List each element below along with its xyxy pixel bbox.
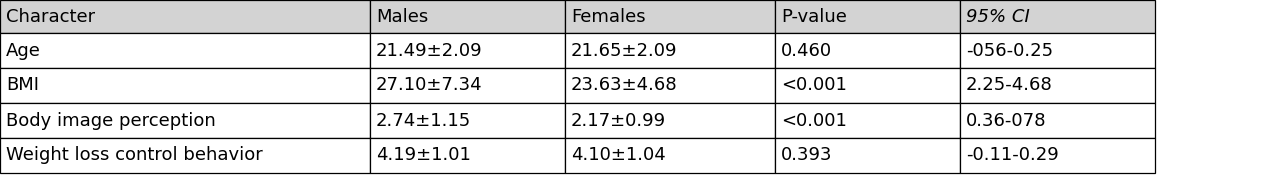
Text: -056-0.25: -056-0.25 bbox=[966, 42, 1053, 59]
Bar bbox=[0, 138, 370, 173]
Bar bbox=[960, 68, 1154, 103]
Text: 2.17±0.99: 2.17±0.99 bbox=[571, 111, 666, 130]
Text: BMI: BMI bbox=[6, 77, 39, 95]
Bar bbox=[370, 33, 565, 68]
Bar bbox=[565, 68, 775, 103]
Text: <0.001: <0.001 bbox=[781, 111, 847, 130]
Bar bbox=[775, 33, 960, 68]
Text: 2.25-4.68: 2.25-4.68 bbox=[966, 77, 1053, 95]
Text: 23.63±4.68: 23.63±4.68 bbox=[571, 77, 678, 95]
Text: 0.460: 0.460 bbox=[781, 42, 832, 59]
Text: <0.001: <0.001 bbox=[781, 77, 847, 95]
Text: Character: Character bbox=[6, 8, 95, 26]
Text: 95% CI: 95% CI bbox=[966, 8, 1029, 26]
Text: 0.36-078: 0.36-078 bbox=[966, 111, 1047, 130]
Bar bbox=[565, 138, 775, 173]
Bar bbox=[0, 103, 370, 138]
Text: 4.19±1.01: 4.19±1.01 bbox=[376, 146, 471, 164]
Text: P-value: P-value bbox=[781, 8, 847, 26]
Bar bbox=[370, 138, 565, 173]
Text: Weight loss control behavior: Weight loss control behavior bbox=[6, 146, 263, 164]
Text: 0.393: 0.393 bbox=[781, 146, 832, 164]
Text: Body image perception: Body image perception bbox=[6, 111, 216, 130]
Bar bbox=[960, 138, 1154, 173]
Bar bbox=[370, 68, 565, 103]
Bar bbox=[0, 68, 370, 103]
Bar bbox=[775, 138, 960, 173]
Bar bbox=[565, 33, 775, 68]
Bar bbox=[775, 68, 960, 103]
Text: 27.10±7.34: 27.10±7.34 bbox=[376, 77, 482, 95]
Bar bbox=[960, 33, 1154, 68]
Text: 21.65±2.09: 21.65±2.09 bbox=[571, 42, 677, 59]
Bar bbox=[960, 0, 1154, 33]
Bar bbox=[565, 0, 775, 33]
Bar bbox=[775, 0, 960, 33]
Bar bbox=[775, 103, 960, 138]
Text: -0.11-0.29: -0.11-0.29 bbox=[966, 146, 1058, 164]
Bar bbox=[0, 33, 370, 68]
Text: Males: Males bbox=[376, 8, 428, 26]
Bar bbox=[960, 103, 1154, 138]
Bar bbox=[565, 103, 775, 138]
Text: Females: Females bbox=[571, 8, 645, 26]
Text: 21.49±2.09: 21.49±2.09 bbox=[376, 42, 482, 59]
Bar bbox=[370, 103, 565, 138]
Text: 4.10±1.04: 4.10±1.04 bbox=[571, 146, 666, 164]
Text: Age: Age bbox=[6, 42, 40, 59]
Bar bbox=[0, 0, 370, 33]
Bar bbox=[370, 0, 565, 33]
Text: 2.74±1.15: 2.74±1.15 bbox=[376, 111, 471, 130]
